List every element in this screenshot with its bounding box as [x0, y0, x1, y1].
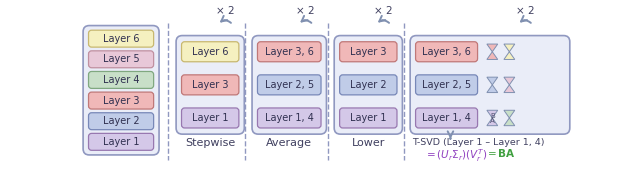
FancyBboxPatch shape: [257, 75, 321, 95]
FancyBboxPatch shape: [340, 42, 397, 62]
Text: Layer 1, 4: Layer 1, 4: [422, 113, 471, 123]
Text: Layer 2, 5: Layer 2, 5: [265, 80, 314, 90]
Text: B: B: [490, 113, 495, 119]
Text: Layer 6: Layer 6: [103, 34, 140, 44]
Text: Layer 1: Layer 1: [192, 113, 228, 123]
FancyBboxPatch shape: [415, 75, 477, 95]
Polygon shape: [487, 44, 498, 52]
FancyBboxPatch shape: [182, 42, 239, 62]
Polygon shape: [504, 110, 515, 118]
FancyBboxPatch shape: [257, 108, 321, 128]
FancyBboxPatch shape: [340, 75, 397, 95]
Polygon shape: [504, 77, 515, 85]
Text: Layer 2: Layer 2: [350, 80, 387, 90]
Text: Layer 6: Layer 6: [192, 47, 228, 57]
Text: Layer 4: Layer 4: [103, 75, 140, 85]
Polygon shape: [487, 118, 498, 126]
FancyBboxPatch shape: [415, 108, 477, 128]
Text: Layer 3, 6: Layer 3, 6: [422, 47, 471, 57]
Text: Layer 1: Layer 1: [350, 113, 387, 123]
Text: Layer 3, 6: Layer 3, 6: [265, 47, 314, 57]
FancyBboxPatch shape: [88, 113, 154, 130]
FancyBboxPatch shape: [88, 92, 154, 109]
Polygon shape: [504, 52, 515, 59]
Polygon shape: [504, 118, 515, 126]
FancyBboxPatch shape: [410, 36, 570, 134]
FancyBboxPatch shape: [88, 71, 154, 88]
Text: Average: Average: [266, 138, 312, 148]
FancyBboxPatch shape: [340, 108, 397, 128]
Text: × 2: × 2: [516, 6, 534, 16]
FancyBboxPatch shape: [83, 26, 159, 155]
Polygon shape: [504, 44, 515, 52]
Text: Lower: Lower: [351, 138, 385, 148]
Polygon shape: [504, 85, 515, 92]
Text: $= (U_r\Sigma_r)(V_r^T)$: $= (U_r\Sigma_r)(V_r^T)$: [424, 147, 488, 164]
Text: A: A: [490, 118, 495, 124]
Text: Layer 2, 5: Layer 2, 5: [422, 80, 471, 90]
Text: Layer 3: Layer 3: [350, 47, 387, 57]
FancyBboxPatch shape: [257, 42, 321, 62]
FancyBboxPatch shape: [88, 51, 154, 68]
FancyBboxPatch shape: [176, 36, 244, 134]
FancyBboxPatch shape: [415, 42, 477, 62]
Text: × 2: × 2: [374, 6, 392, 16]
FancyBboxPatch shape: [182, 108, 239, 128]
Text: Layer 3: Layer 3: [192, 80, 228, 90]
Text: Layer 1: Layer 1: [103, 137, 140, 147]
Text: $= \mathbf{BA}$: $= \mathbf{BA}$: [484, 147, 515, 159]
Text: × 2: × 2: [216, 6, 234, 16]
FancyBboxPatch shape: [334, 36, 403, 134]
FancyBboxPatch shape: [88, 133, 154, 150]
Text: × 2: × 2: [296, 6, 315, 16]
Text: Layer 2: Layer 2: [103, 116, 140, 126]
Polygon shape: [487, 52, 498, 59]
Polygon shape: [487, 85, 498, 92]
Text: Layer 1, 4: Layer 1, 4: [265, 113, 314, 123]
FancyBboxPatch shape: [252, 36, 326, 134]
Text: Layer 3: Layer 3: [103, 96, 140, 106]
Text: Layer 5: Layer 5: [103, 54, 140, 64]
Polygon shape: [487, 110, 498, 118]
Text: T-SVD (Layer 1 – Layer 1, 4): T-SVD (Layer 1 – Layer 1, 4): [412, 138, 545, 147]
Text: Stepwise: Stepwise: [185, 138, 236, 148]
FancyBboxPatch shape: [182, 75, 239, 95]
FancyBboxPatch shape: [88, 30, 154, 47]
Polygon shape: [487, 77, 498, 85]
